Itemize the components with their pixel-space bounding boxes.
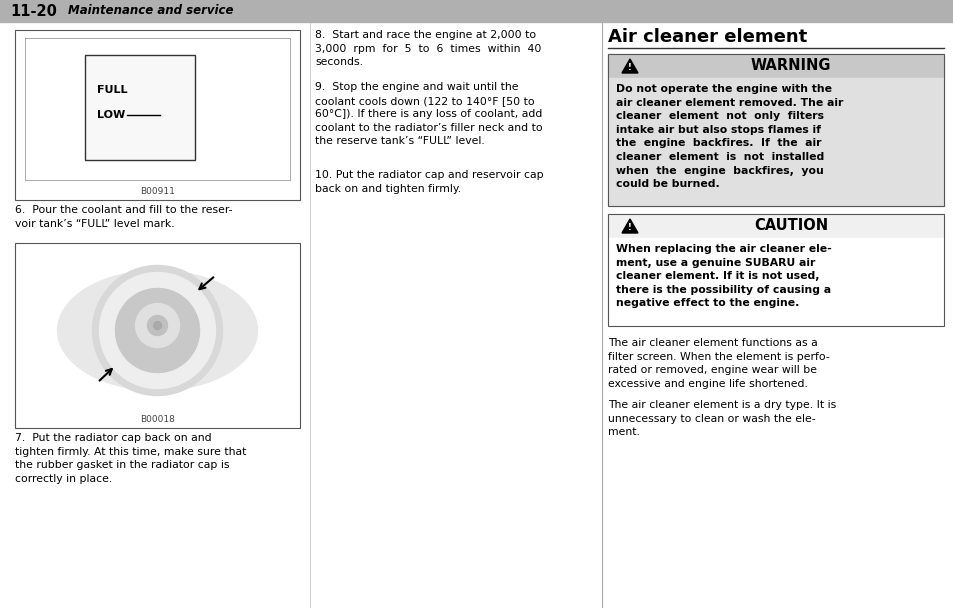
Circle shape [99, 272, 215, 389]
Bar [85, 55, 194, 160]
Polygon shape [621, 59, 638, 73]
Circle shape [115, 289, 199, 373]
Bar [15, 243, 299, 428]
Circle shape [153, 322, 161, 330]
Text: FULL: FULL [97, 85, 128, 95]
Bar [0, 0, 953, 22]
Text: WARNING: WARNING [750, 58, 830, 74]
Text: Do not operate the engine with the
air cleaner element removed. The air
cleaner : Do not operate the engine with the air c… [616, 84, 842, 189]
Bar [607, 78, 943, 206]
Circle shape [148, 316, 168, 336]
Bar [15, 30, 299, 200]
Bar [607, 54, 943, 78]
Text: Maintenance and service: Maintenance and service [68, 4, 233, 18]
Text: The air cleaner element functions as a
filter screen. When the element is perfo-: The air cleaner element functions as a f… [607, 338, 829, 389]
Bar [607, 54, 943, 206]
Text: 6.  Pour the coolant and fill to the reser-
voir tank’s “FULL” level mark.: 6. Pour the coolant and fill to the rese… [15, 205, 233, 229]
Text: The air cleaner element is a dry type. It is
unnecessary to clean or wash the el: The air cleaner element is a dry type. I… [607, 400, 836, 437]
Text: 11-20: 11-20 [10, 4, 57, 18]
Text: 9.  Stop the engine and wait until the
coolant cools down (122 to 140°F [50 to
6: 9. Stop the engine and wait until the co… [314, 82, 542, 147]
Circle shape [135, 303, 179, 348]
Text: Air cleaner element: Air cleaner element [607, 28, 806, 46]
Text: B00018: B00018 [140, 415, 174, 424]
Text: B00911: B00911 [140, 187, 174, 196]
Text: When replacing the air cleaner ele-
ment, use a genuine SUBARU air
cleaner eleme: When replacing the air cleaner ele- ment… [616, 244, 831, 308]
Text: 7.  Put the radiator cap back on and
tighten firmly. At this time, make sure tha: 7. Put the radiator cap back on and tigh… [15, 433, 246, 484]
Text: !: ! [627, 63, 631, 72]
Text: CAUTION: CAUTION [753, 218, 827, 233]
Bar [607, 214, 943, 238]
Circle shape [92, 266, 222, 395]
Bar [607, 238, 943, 326]
Ellipse shape [57, 271, 257, 390]
Text: 8.  Start and race the engine at 2,000 to
3,000  rpm  for  5  to  6  times  with: 8. Start and race the engine at 2,000 to… [314, 30, 540, 67]
Bar [607, 214, 943, 326]
Text: !: ! [627, 224, 631, 232]
Text: 10. Put the radiator cap and reservoir cap
back on and tighten firmly.: 10. Put the radiator cap and reservoir c… [314, 170, 543, 193]
Polygon shape [621, 219, 638, 233]
Text: LOW: LOW [97, 110, 125, 120]
